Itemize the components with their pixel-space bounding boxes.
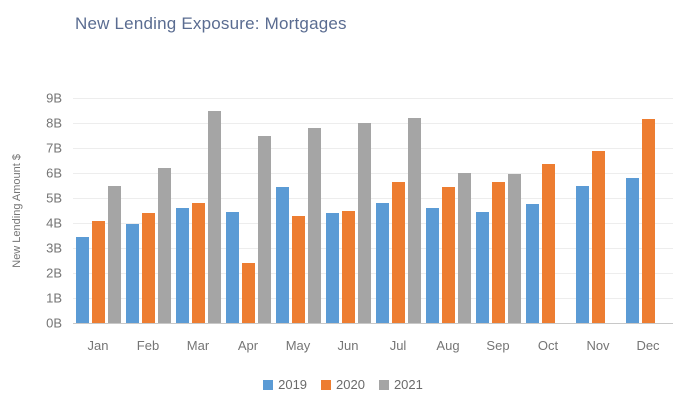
x-tick-label-apr: Apr	[237, 338, 259, 353]
legend-item-2021: 2021	[378, 377, 423, 392]
bar-2021-jan	[107, 185, 121, 323]
bar-2021-jul	[407, 118, 421, 323]
gridline	[73, 148, 673, 149]
bar-group-jan	[73, 98, 123, 323]
chart-title: New Lending Exposure: Mortgages	[75, 14, 347, 33]
bar-2020-jul	[391, 181, 405, 323]
y-tick-label: 1B	[46, 290, 62, 306]
bar-2020-jun	[341, 210, 355, 323]
legend-label-2019: 2019	[278, 377, 308, 392]
bar-group-dec	[623, 98, 673, 323]
legend-swatch-2019	[263, 379, 274, 390]
x-tick-label-sep: Sep	[486, 338, 510, 353]
y-tick-label: 5B	[46, 190, 62, 206]
bar-2019-oct	[525, 204, 539, 323]
bar-group-aug	[423, 98, 473, 323]
x-tick-label-jul: Jul	[389, 338, 407, 353]
bar-2019-sep	[475, 211, 489, 323]
bar-2020-mar	[191, 203, 205, 323]
x-tick-label-feb: Feb	[136, 338, 160, 353]
bar-2021-mar	[207, 110, 221, 323]
gridline	[73, 98, 673, 99]
y-tick-label: 8B	[46, 115, 62, 131]
bar-2020-jan	[91, 220, 105, 323]
plot-area	[73, 98, 673, 324]
gridline	[73, 223, 673, 224]
gridline	[73, 273, 673, 274]
gridline	[73, 298, 673, 299]
bar-group-jul	[373, 98, 423, 323]
bar-2019-apr	[225, 211, 239, 323]
bar-2019-feb	[125, 224, 139, 323]
bar-2020-nov	[591, 150, 605, 323]
y-tick-label: 0B	[46, 315, 62, 331]
bar-group-sep	[473, 98, 523, 323]
bar-2019-aug	[425, 208, 439, 323]
y-tick-label: 9B	[46, 90, 62, 106]
gridline	[73, 198, 673, 199]
x-tick-label-aug: Aug	[436, 338, 460, 353]
bar-2020-oct	[541, 164, 555, 323]
bar-2021-jun	[357, 123, 371, 323]
bar-group-oct	[523, 98, 573, 323]
gridline	[73, 172, 673, 174]
gridline	[73, 123, 673, 124]
bar-group-may	[273, 98, 323, 323]
legend-swatch-2021	[378, 379, 389, 390]
bar-2020-aug	[441, 186, 455, 323]
bar-2020-apr	[241, 263, 255, 323]
bar-2021-may	[307, 128, 321, 323]
bar-2020-may	[291, 215, 305, 323]
x-axis-labels: Jan Feb Mar Apr May Jun Jul Aug Sep Oct Nov Dec	[73, 338, 673, 353]
x-tick-label-jun: Jun	[337, 338, 359, 353]
legend-item-2020: 2020	[321, 377, 365, 392]
x-tick-label-dec: Dec	[636, 338, 660, 353]
y-tick-label: 2B	[46, 265, 62, 281]
x-axis-line	[73, 323, 673, 324]
bar-group-mar	[173, 98, 223, 323]
x-tick-label-mar: Mar	[186, 338, 210, 353]
bar-2019-dec	[625, 178, 639, 323]
bar-2020-sep	[491, 181, 505, 323]
bar-2019-jul	[375, 203, 389, 323]
legend-label-2020: 2020	[336, 377, 365, 392]
legend-item-2019: 2019	[263, 377, 307, 392]
bar-2019-jan	[75, 236, 89, 323]
bar-groups	[73, 98, 673, 323]
bar-2021-apr	[257, 135, 271, 323]
legend-swatch-2020	[321, 379, 332, 390]
bar-group-feb	[123, 98, 173, 323]
y-tick-label: 3B	[46, 240, 62, 256]
bar-2021-sep	[507, 174, 521, 323]
y-tick-label: 7B	[46, 140, 62, 156]
legend-label-2021: 2021	[393, 377, 423, 392]
bar-2019-may	[275, 186, 289, 323]
x-tick-label-oct: Oct	[537, 338, 559, 353]
x-tick-label-jan: Jan	[87, 338, 109, 353]
legend: 2019 2020 2021	[0, 377, 686, 392]
bar-group-nov	[573, 98, 623, 323]
bar-2019-jun	[325, 213, 339, 323]
bar-2020-dec	[641, 119, 655, 323]
y-axis-ticks: 9B 8B 7B 6B 5B 4B 3B 2B 1B 0B	[0, 91, 62, 331]
bar-2021-feb	[157, 168, 171, 323]
y-tick-label: 4B	[46, 215, 62, 231]
x-tick-label-nov: Nov	[586, 338, 610, 353]
y-tick-label: 6B	[46, 165, 62, 181]
bar-2020-feb	[141, 213, 155, 323]
bar-2021-aug	[457, 173, 471, 323]
bar-group-apr	[223, 98, 273, 323]
bar-group-jun	[323, 98, 373, 323]
gridline	[73, 247, 673, 249]
x-tick-label-may: May	[285, 338, 311, 353]
bar-2019-mar	[175, 208, 189, 323]
bar-2019-nov	[575, 185, 589, 323]
